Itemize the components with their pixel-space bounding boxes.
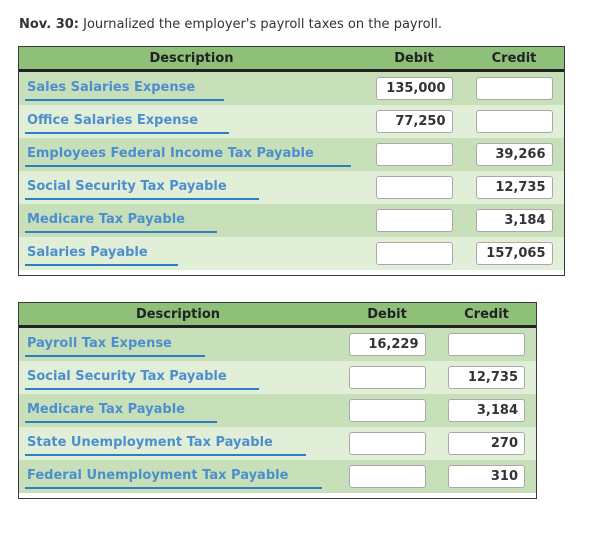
account-select[interactable]: Social Security Tax Payable [27,179,227,194]
select-underline [25,355,205,357]
table-row: Social Security Tax Payable [19,361,536,394]
table-header: Description Debit Credit [19,303,536,328]
column-header-credit: Credit [491,50,537,66]
journal-heading: Nov. 30: Journalized the employer's payr… [19,17,442,32]
description-cell[interactable]: Payroll Tax Expense [19,328,337,361]
credit-input[interactable] [475,143,553,166]
table-row: Office Salaries Expense [19,105,564,138]
description-cell[interactable]: Social Security Tax Payable [19,361,337,394]
debit-input[interactable] [348,465,426,488]
debit-input[interactable] [348,399,426,422]
description-cell[interactable]: Federal Unemployment Tax Payable [19,460,337,493]
description-cell[interactable]: Medicare Tax Payable [19,394,337,427]
select-underline [25,487,322,489]
credit-input[interactable] [448,465,525,488]
heading-date: Nov. 30: [19,17,79,32]
credit-input[interactable] [448,399,525,422]
description-cell[interactable]: Salaries Payable [19,237,364,270]
account-select[interactable]: Social Security Tax Payable [27,369,227,384]
account-select[interactable]: Salaries Payable [27,245,148,260]
description-cell[interactable]: Social Security Tax Payable [19,171,364,204]
table-row: Medicare Tax Payable [19,204,564,237]
account-select[interactable]: Medicare Tax Payable [27,212,185,227]
credit-input[interactable] [475,77,553,100]
description-cell[interactable]: State Unemployment Tax Payable [19,427,337,460]
credit-input[interactable] [475,209,553,232]
debit-input[interactable] [375,110,453,133]
table-header: Description Debit Credit [19,47,564,72]
heading-text: Journalized the employer's payroll taxes… [78,17,442,32]
journal-table-payroll: Description Debit Credit Sales Salaries … [18,46,565,276]
select-underline [25,454,306,456]
column-header-description: Description [135,306,221,322]
account-select[interactable]: Office Salaries Expense [27,113,199,128]
select-underline [25,231,217,233]
account-select[interactable]: Sales Salaries Expense [27,80,196,95]
table-row: Employees Federal Income Tax Payable [19,138,564,171]
column-header-debit: Debit [394,50,434,66]
column-header-debit: Debit [367,306,407,322]
select-underline [25,99,224,101]
description-cell[interactable]: Medicare Tax Payable [19,204,364,237]
account-select[interactable]: Federal Unemployment Tax Payable [27,468,289,483]
account-select[interactable]: Employees Federal Income Tax Payable [27,146,314,161]
description-cell[interactable]: Sales Salaries Expense [19,72,364,105]
select-underline [25,132,229,134]
credit-input[interactable] [475,110,553,133]
column-header-description: Description [149,50,234,66]
debit-input[interactable] [348,432,426,455]
debit-input[interactable] [375,242,453,265]
account-select[interactable]: Payroll Tax Expense [27,336,172,351]
debit-input[interactable] [375,143,453,166]
select-underline [25,165,351,167]
credit-input[interactable] [448,432,525,455]
select-underline [25,388,259,390]
debit-input[interactable] [375,77,453,100]
account-select[interactable]: State Unemployment Tax Payable [27,435,273,450]
debit-input[interactable] [348,366,426,389]
select-underline [25,198,259,200]
account-select[interactable]: Medicare Tax Payable [27,402,185,417]
debit-input[interactable] [348,333,426,356]
table-row: State Unemployment Tax Payable [19,427,536,460]
table-row: Sales Salaries Expense [19,72,564,105]
credit-input[interactable] [448,333,525,356]
debit-input[interactable] [375,176,453,199]
credit-input[interactable] [475,176,553,199]
description-cell[interactable]: Office Salaries Expense [19,105,364,138]
select-underline [25,264,178,266]
column-header-credit: Credit [464,306,509,322]
description-cell[interactable]: Employees Federal Income Tax Payable [19,138,364,171]
table-row: Social Security Tax Payable [19,171,564,204]
table-row: Federal Unemployment Tax Payable [19,460,536,493]
credit-input[interactable] [448,366,525,389]
select-underline [25,421,217,423]
table-row: Payroll Tax Expense [19,328,536,361]
debit-input[interactable] [375,209,453,232]
table-row: Medicare Tax Payable [19,394,536,427]
table-row: Salaries Payable [19,237,564,270]
credit-input[interactable] [475,242,553,265]
journal-table-payroll-taxes: Description Debit Credit Payroll Tax Exp… [18,302,537,499]
